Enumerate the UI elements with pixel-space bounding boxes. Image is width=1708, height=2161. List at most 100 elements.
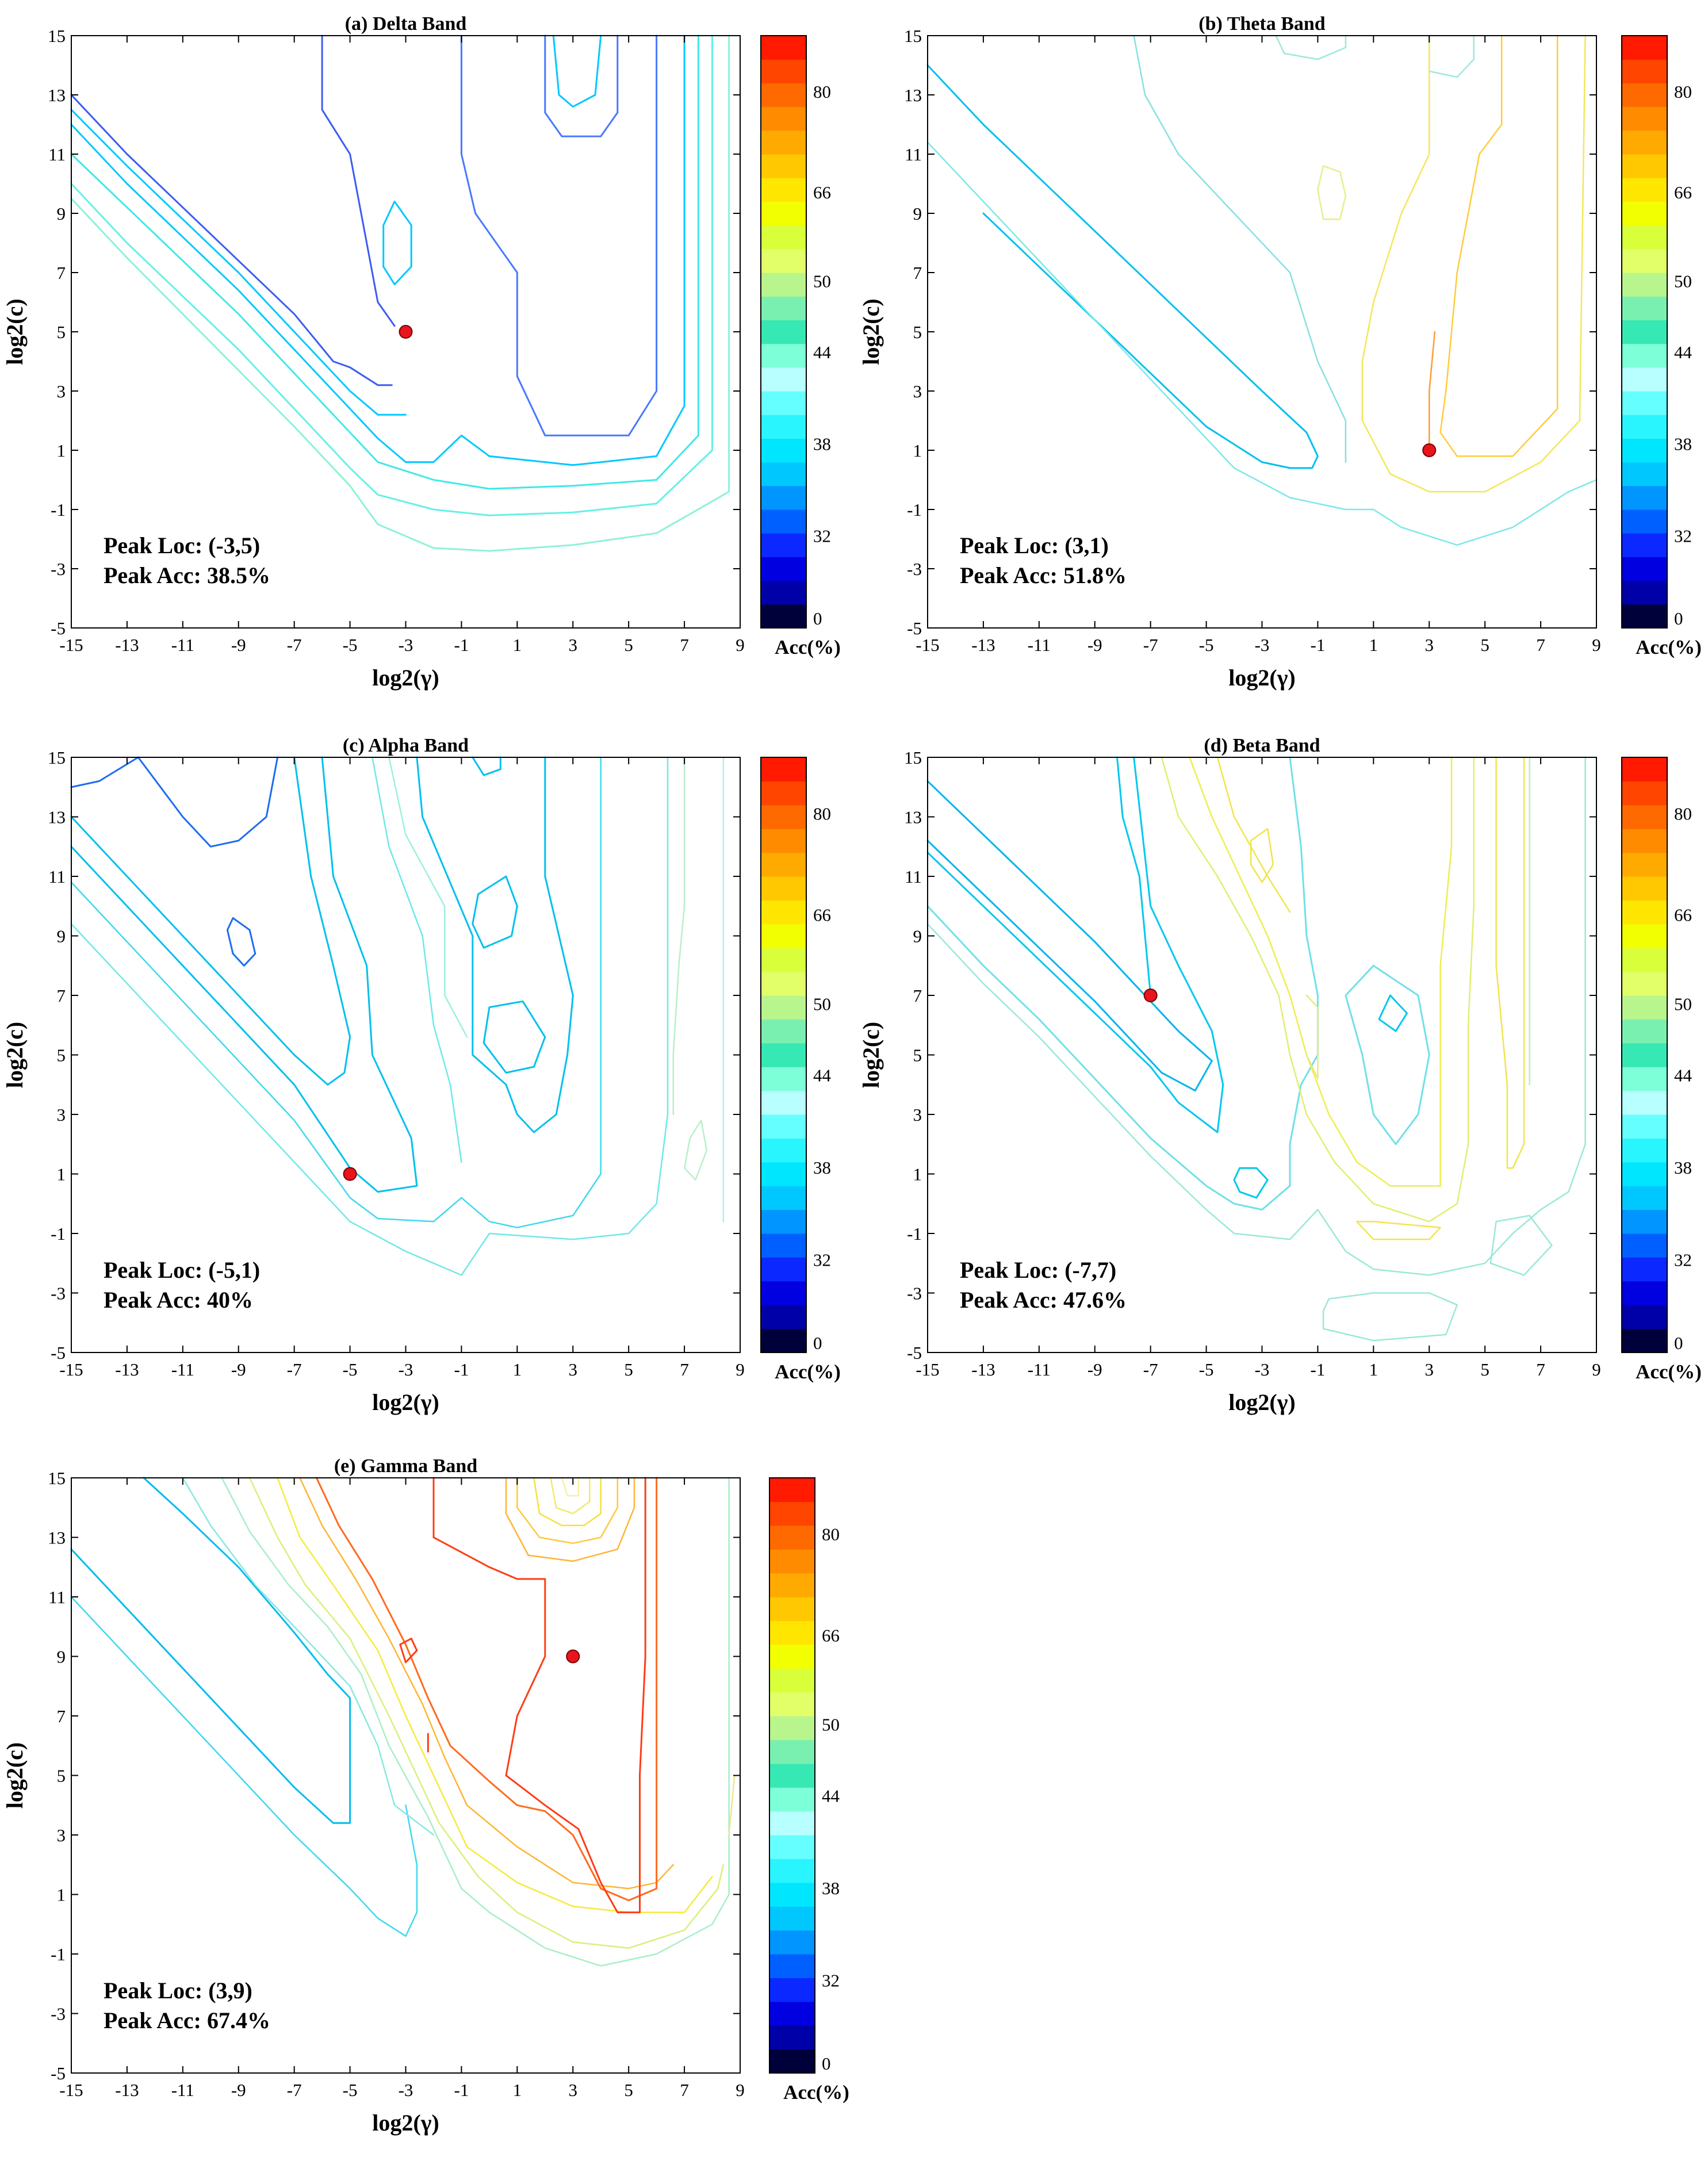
contour-line: [70, 756, 602, 1228]
y-tick-label: 9: [57, 204, 66, 224]
colorbar-segment: [761, 804, 806, 829]
colorbar-segment: [761, 391, 806, 415]
x-tick-label: -3: [1255, 1359, 1270, 1380]
colorbar-tick-label: 0: [813, 1333, 822, 1353]
y-tick-label: 3: [57, 1825, 66, 1845]
x-tick-label: 5: [1480, 1359, 1489, 1380]
chart-title: (c) Alpha Band: [343, 735, 469, 756]
colorbar-segment: [1622, 106, 1667, 131]
colorbar-segment: [761, 1186, 806, 1210]
colorbar-label: Acc(%): [1636, 636, 1702, 658]
colorbar-segment: [769, 1573, 815, 1597]
x-tick-label: 1: [513, 635, 522, 655]
colorbar-segment: [761, 1328, 806, 1353]
colorbar-segment: [761, 1281, 806, 1305]
colorbar-segment: [1622, 225, 1667, 250]
y-tick-label: -5: [51, 618, 66, 638]
contour-line: [182, 1477, 435, 1836]
colorbar-segment: [761, 106, 806, 131]
colorbar-segment: [1622, 781, 1667, 806]
y-tick-label: -3: [907, 559, 922, 579]
colorbar-tick-label: 50: [1674, 994, 1692, 1014]
y-tick-label: 5: [913, 1045, 922, 1066]
y-axis-label: log2(c): [2, 1022, 28, 1089]
contour-line: [1378, 994, 1408, 1032]
colorbar-tick-label: 80: [813, 82, 831, 102]
chart-title: (a) Delta Band: [345, 13, 467, 35]
y-tick-label: -3: [51, 1283, 66, 1304]
contour-line: [1345, 964, 1430, 1145]
colorbar: 0 32 38 44 50 66 80 Acc(%): [1621, 757, 1702, 1383]
y-tick-label: 7: [57, 263, 66, 283]
y-tick-label: 5: [57, 1045, 66, 1066]
contour-line: [315, 1477, 658, 1902]
contour-line: [926, 64, 1319, 469]
y-tick-label: 1: [57, 440, 66, 461]
x-tick-label: 7: [680, 2080, 689, 2100]
colorbar-segment: [1622, 1281, 1667, 1305]
colorbar-segment: [769, 1978, 815, 2002]
colorbar-segment: [761, 1067, 806, 1091]
y-tick-label: 7: [913, 263, 922, 283]
contour-line: [552, 35, 602, 108]
x-tick-label: -7: [1143, 1359, 1158, 1380]
x-tick-label: 7: [1536, 1359, 1545, 1380]
y-tick-label: 7: [913, 986, 922, 1006]
colorbar-segment: [1622, 178, 1667, 202]
y-tick-label: 9: [57, 926, 66, 947]
colorbar-segment: [769, 1859, 815, 1883]
contour-line: [1317, 165, 1347, 220]
colorbar-tick-label: 0: [1674, 1333, 1683, 1353]
colorbar-segment: [1622, 509, 1667, 534]
y-axis-label: log2(c): [2, 1742, 28, 1809]
colorbar-segment: [1622, 829, 1667, 853]
colorbar: 0 32 38 44 50 66 80 Acc(%): [760, 35, 841, 658]
x-tick-label: -1: [454, 1359, 469, 1380]
colorbar: 0 32 38 44 50 66 80 Acc(%): [769, 1477, 849, 2103]
contour-line: [926, 141, 1598, 546]
colorbar-segment: [1622, 1138, 1667, 1163]
y-tick-label: 7: [57, 1706, 66, 1726]
x-tick-label: -1: [1311, 1359, 1326, 1380]
y-tick-label: 9: [913, 204, 922, 224]
colorbar-segment: [1622, 804, 1667, 829]
y-tick-label: -1: [907, 500, 922, 520]
y-tick-label: 5: [57, 1766, 66, 1786]
colorbar-segment: [761, 995, 806, 1020]
colorbar-tick-label: 50: [813, 271, 831, 291]
contour-line: [1133, 35, 1347, 463]
colorbar-segment: [1622, 367, 1667, 392]
x-axis-label: log2(γ): [1228, 665, 1295, 691]
x-axis-label: log2(γ): [372, 2110, 439, 2136]
colorbar-frame: [1621, 35, 1668, 629]
colorbar-segment: [761, 580, 806, 605]
x-tick-label: -7: [287, 635, 302, 655]
colorbar-tick-label: 38: [813, 434, 831, 454]
colorbar-tick-label: 32: [1674, 1250, 1692, 1270]
colorbar-tick-label: 50: [822, 1715, 840, 1735]
x-axis-label: log2(γ): [372, 1389, 439, 1415]
contour-line: [1116, 756, 1152, 997]
y-tick-label: 9: [57, 1647, 66, 1667]
peak-marker: [343, 1167, 357, 1181]
contour-line: [1361, 35, 1586, 493]
contour-line: [416, 756, 574, 1133]
colorbar-segment: [769, 1668, 815, 1693]
x-tick-label: 3: [569, 2080, 578, 2100]
colorbar-tick-label: 80: [1674, 803, 1692, 823]
x-tick-label: -11: [171, 635, 194, 655]
colorbar-segment: [1622, 296, 1667, 320]
y-tick-label: -3: [907, 1283, 922, 1304]
colorbar-tick-label: 32: [822, 1971, 840, 1991]
colorbar-segment: [1622, 876, 1667, 901]
contour-line: [70, 94, 393, 386]
colorbar-segment: [1622, 438, 1667, 463]
peak-marker: [399, 325, 413, 339]
colorbar-segment: [761, 1019, 806, 1044]
panel-3: -15 -13 -11 -9 -7 -5 -3 -1 1 3 5 7 9-5-3-11357911131…: [858, 735, 1702, 1415]
x-tick-label: 5: [624, 635, 633, 655]
colorbar-segment: [761, 273, 806, 297]
colorbar-segment: [761, 248, 806, 273]
peak-location-text: Peak Loc: (-7,7): [960, 1257, 1116, 1283]
colorbar-segment: [769, 1501, 815, 1526]
